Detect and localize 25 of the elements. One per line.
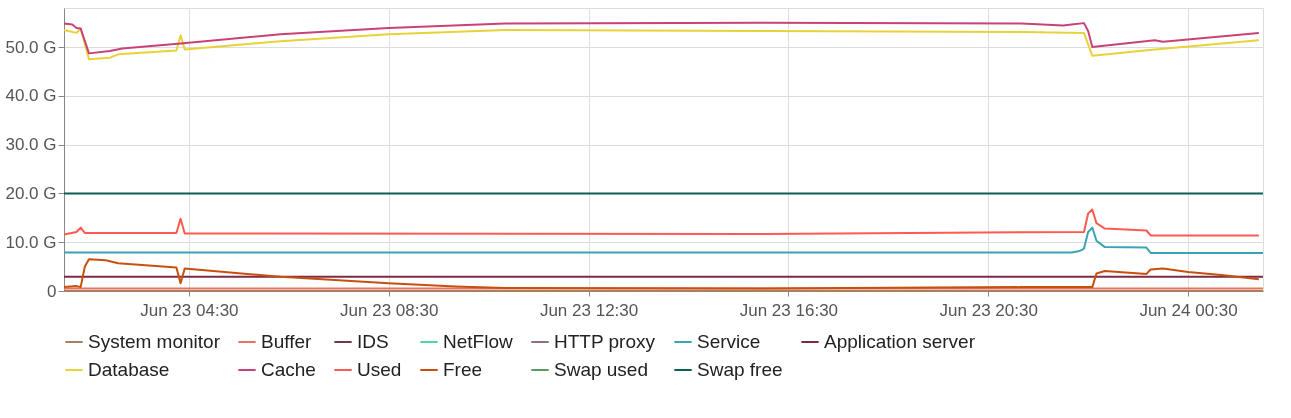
legend-label: Swap used xyxy=(554,359,649,380)
x-tick-label: Jun 24 00:30 xyxy=(1139,300,1238,320)
legend-label: Buffer xyxy=(261,331,313,352)
legend-label: NetFlow xyxy=(443,331,513,352)
legend-label: Cache xyxy=(261,359,316,380)
x-tick-label: Jun 23 12:30 xyxy=(539,300,639,320)
legend-label: Application server xyxy=(824,331,976,352)
legend-label: Database xyxy=(88,359,170,380)
y-tick-label: 10.0 G xyxy=(5,232,57,252)
x-tick-label: Jun 23 04:30 xyxy=(140,300,239,320)
y-tick-label: 50.0 G xyxy=(5,37,57,57)
x-tick-label: Jun 23 16:30 xyxy=(739,300,839,320)
y-tick-label: 20.0 G xyxy=(5,183,57,203)
legend-label: Swap free xyxy=(697,359,783,380)
legend-label: IDS xyxy=(357,331,389,352)
legend-label: Used xyxy=(357,359,402,380)
x-tick-label: Jun 23 08:30 xyxy=(340,300,439,320)
legend-label: Free xyxy=(443,359,483,380)
y-tick-label: 30.0 G xyxy=(5,135,57,155)
x-tick-label: Jun 23 20:30 xyxy=(939,300,1038,320)
legend-label: HTTP proxy xyxy=(554,331,656,352)
legend-label: Service xyxy=(697,331,761,352)
y-tick-label: 0 xyxy=(47,281,57,301)
legend-label: System monitor xyxy=(88,331,221,352)
y-tick-label: 40.0 G xyxy=(5,86,57,106)
